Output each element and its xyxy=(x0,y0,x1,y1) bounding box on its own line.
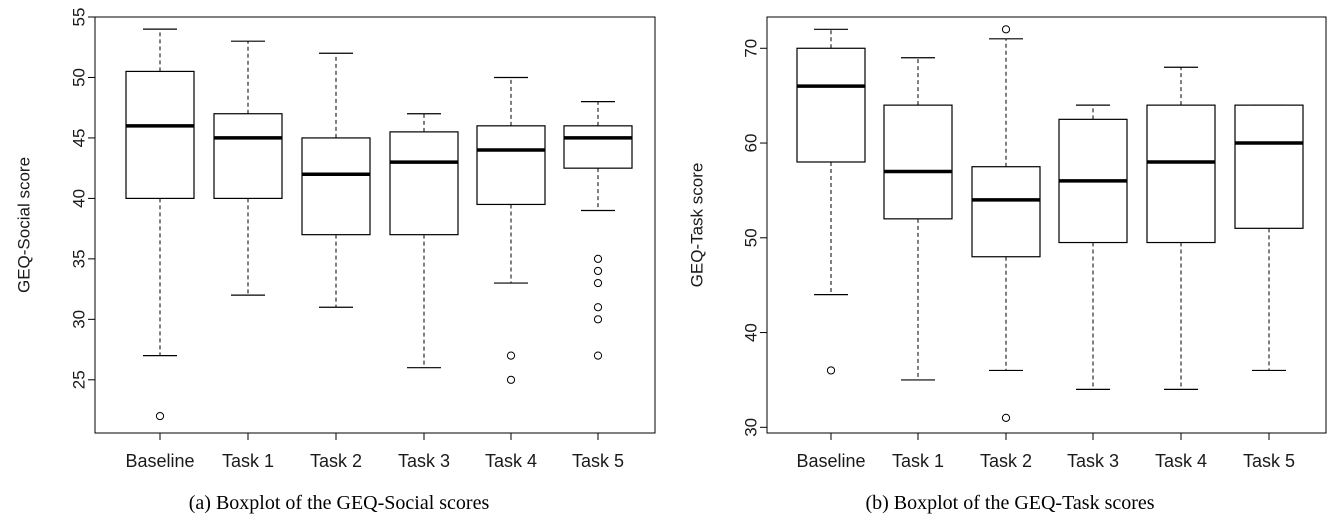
y-tick-label: 40 xyxy=(70,189,89,208)
x-tick-label: Task 1 xyxy=(892,451,944,471)
outlier-point xyxy=(593,315,603,324)
outlier-point xyxy=(593,254,603,263)
box-iqr xyxy=(563,125,633,169)
y-tick-label: 30 xyxy=(70,310,89,329)
outlier-point xyxy=(1001,25,1011,34)
plot-frame xyxy=(94,16,656,434)
x-tick-label: Task 3 xyxy=(1067,451,1119,471)
box-iqr xyxy=(301,137,371,236)
outlier-point xyxy=(593,303,603,312)
outlier-point xyxy=(826,366,836,375)
x-tick-label: Task 1 xyxy=(222,451,274,471)
x-tick-label: Task 2 xyxy=(310,451,362,471)
box-iqr xyxy=(971,166,1041,258)
y-tick-label: 50 xyxy=(742,228,761,247)
x-tick-label: Task 3 xyxy=(398,451,450,471)
y-tick-label: 70 xyxy=(742,39,761,58)
y-tick-label: 45 xyxy=(70,128,89,147)
box-iqr xyxy=(883,104,953,220)
box-iqr xyxy=(1234,104,1304,229)
x-tick-label: Task 4 xyxy=(1155,451,1207,471)
x-tick-label: Task 2 xyxy=(980,451,1032,471)
y-tick-label: 50 xyxy=(70,68,89,87)
caption-a: (a) Boxplot of the GEQ-Social scores xyxy=(188,492,490,514)
box-iqr xyxy=(476,125,546,206)
outlier-point xyxy=(506,351,516,360)
outlier-point xyxy=(155,411,165,421)
y-axis-label: GEQ-Task score xyxy=(688,163,707,288)
y-tick-label: 35 xyxy=(70,249,89,268)
caption-b: (b) Boxplot of the GEQ-Task scores xyxy=(865,492,1155,514)
x-tick-label: Task 5 xyxy=(1243,451,1295,471)
outlier-point xyxy=(593,351,603,360)
outlier-point xyxy=(593,266,603,276)
y-tick-label: 60 xyxy=(742,134,761,153)
box-iqr xyxy=(213,113,283,199)
box-iqr xyxy=(125,70,195,199)
outlier-point xyxy=(593,278,603,288)
y-tick-label: 55 xyxy=(70,8,89,27)
y-axis-label: GEQ-Social score xyxy=(15,157,34,293)
x-tick-label: Baseline xyxy=(796,451,865,471)
x-tick-label: Task 5 xyxy=(572,451,624,471)
y-tick-label: 30 xyxy=(742,418,761,437)
x-tick-label: Baseline xyxy=(125,451,194,471)
outlier-point xyxy=(506,375,516,384)
box-iqr xyxy=(796,47,866,163)
outlier-point xyxy=(1001,413,1011,422)
y-tick-label: 40 xyxy=(742,323,761,342)
box-iqr xyxy=(1146,104,1216,244)
y-tick-label: 25 xyxy=(70,370,89,389)
box-iqr xyxy=(389,131,459,236)
plot-frame xyxy=(766,16,1327,434)
chart-geq-task: 30 40 50 60 70 GEQ-Task score Baseline Task 1 Ta… xyxy=(688,16,1327,471)
x-tick-label: Task 4 xyxy=(485,451,537,471)
chart-geq-social: 25 30 35 40 45 50 55 GEQ-Social score Baseline Ta… xyxy=(15,8,656,471)
